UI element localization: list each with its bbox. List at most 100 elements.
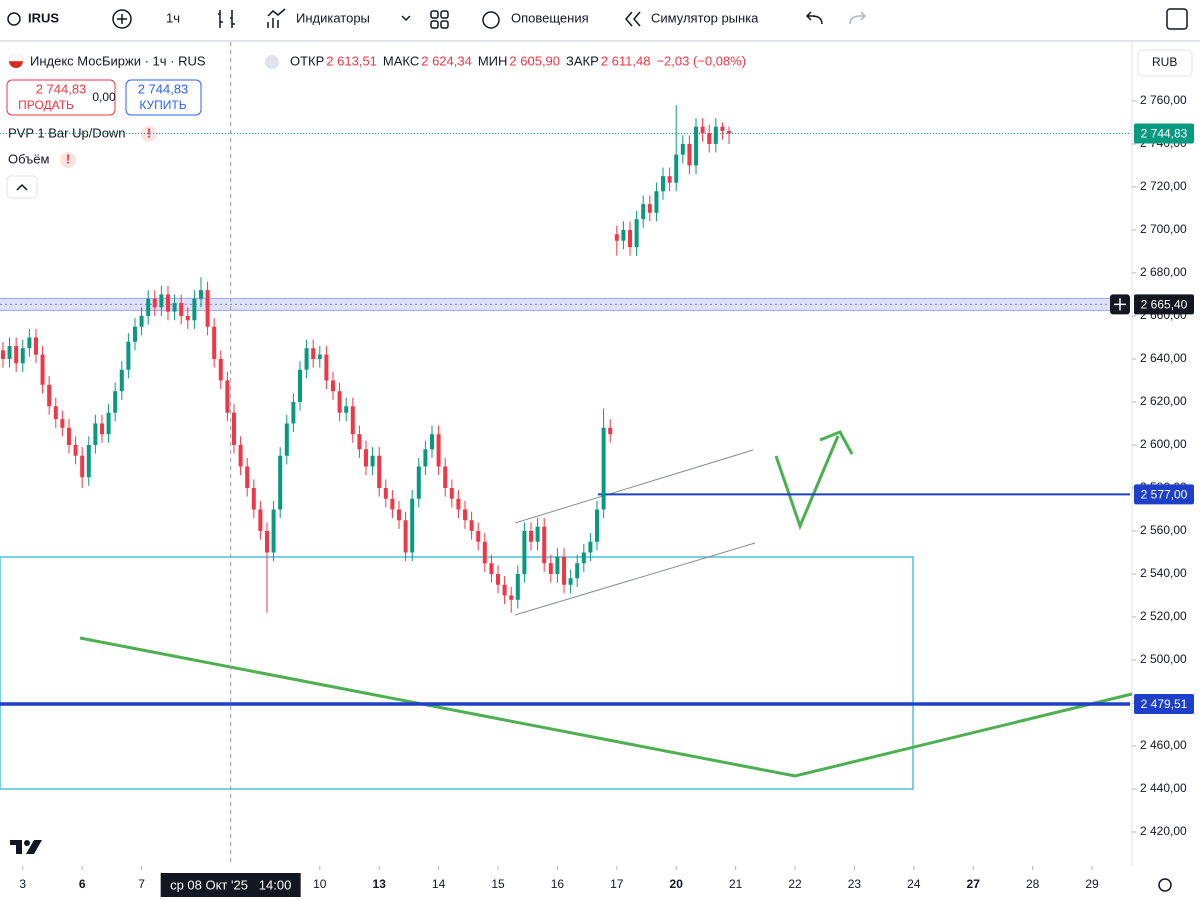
collapse-icon [16, 183, 28, 191]
collapse-button[interactable] [6, 175, 38, 199]
interval[interactable]: 1ч [166, 10, 180, 25]
candle-body [146, 298, 151, 316]
indicators-icon [267, 8, 286, 28]
dropdown[interactable] [401, 15, 411, 22]
ohlc-label: МИН [478, 53, 508, 68]
warning[interactable] [141, 126, 157, 142]
y-tick-label: 2 760,00 [1140, 93, 1187, 107]
price-tag-label: 2 577,00 [1141, 488, 1188, 502]
candle-body [641, 204, 646, 220]
candle-body [707, 133, 712, 144]
candle-body [278, 455, 283, 510]
candle-body [667, 176, 672, 183]
warning-mark: ! [66, 151, 70, 166]
candle-body [231, 412, 236, 445]
candle-body [502, 584, 507, 596]
study[interactable]: PVP 1 Bar Up/Down [8, 125, 126, 140]
candle-body [0, 350, 5, 359]
y-tick-label: 2 540,00 [1140, 566, 1187, 580]
candle-body [245, 466, 250, 488]
channel-bottom [514, 542, 756, 616]
price-tag [1134, 294, 1194, 315]
currency: RUB [1152, 55, 1177, 69]
candle-body [647, 204, 652, 213]
candle-body [713, 126, 718, 144]
warning[interactable] [60, 152, 76, 168]
candle-body [344, 406, 349, 413]
candle-body [476, 530, 481, 542]
candle-body [113, 391, 118, 413]
buy-button[interactable] [125, 79, 202, 116]
candle-body [357, 434, 362, 450]
candle-body [330, 380, 335, 392]
candle-body [363, 449, 368, 467]
candle-body [99, 423, 104, 435]
candle-body [297, 369, 302, 402]
candle-body [47, 384, 52, 407]
candle-body [463, 509, 468, 521]
redo[interactable] [849, 11, 867, 25]
candle-body [469, 520, 474, 531]
price-tag [1134, 484, 1194, 505]
symbol[interactable]: IRUS [28, 10, 59, 25]
flag-top [8, 53, 24, 62]
candle-body [390, 498, 395, 510]
simulator[interactable]: Симулятор рынка [651, 10, 759, 25]
candle-body [264, 530, 269, 553]
x-tick-label: 22 [788, 877, 802, 891]
y-tick-label: 2 680,00 [1140, 265, 1187, 279]
alerts[interactable]: Оповещения [511, 10, 589, 25]
candle-body [687, 143, 692, 166]
currency-box[interactable] [1137, 49, 1193, 77]
candle-body [119, 369, 124, 392]
candle-body [20, 348, 25, 364]
ohlc-label: ОТКР [290, 53, 324, 68]
candle-body [694, 126, 699, 166]
sell-button[interactable] [6, 79, 116, 116]
toggle[interactable] [265, 55, 279, 69]
ohlc-label: МАКС [383, 53, 419, 68]
candle-body [430, 434, 435, 450]
candle-body [727, 131, 732, 134]
settings[interactable] [1158, 878, 1172, 892]
candle-body [423, 449, 428, 467]
candle-body [614, 234, 619, 241]
candle-body [443, 466, 448, 488]
candle-body [132, 326, 137, 342]
x-tick-label: 20 [670, 877, 684, 891]
undo[interactable] [805, 11, 823, 25]
buy-label: КУПИТЬ [139, 98, 186, 112]
arrow-head [819, 430, 854, 455]
add-symbol[interactable] [112, 9, 132, 29]
candle-body [159, 294, 164, 308]
x-tick-label: 7 [138, 877, 145, 891]
ohlc-value: 2 605,90 [509, 53, 560, 68]
candle-body [403, 520, 408, 553]
candle-body [601, 427, 606, 510]
search-icon[interactable] [7, 12, 21, 26]
x-tick-label: 15 [491, 877, 505, 891]
candle-body [238, 444, 243, 467]
layouts[interactable] [430, 10, 449, 29]
buy-price: 2 744,83 [138, 81, 189, 96]
x-tick-label: 29 [1085, 877, 1099, 891]
study[interactable]: Объём [8, 151, 49, 166]
candle-body [139, 315, 144, 327]
fullscreen[interactable] [1166, 8, 1188, 30]
candle-body [581, 552, 586, 564]
candle-body [218, 358, 223, 381]
indicators[interactable]: Индикаторы [296, 10, 370, 25]
candle-body [212, 326, 217, 359]
replay-icon [625, 11, 641, 27]
candle-body [700, 126, 705, 134]
candle-body [152, 298, 157, 308]
sell-price: 2 744,83 [36, 81, 87, 96]
candle-body [350, 406, 355, 435]
ohlc-legend: ОТКР 2 613,51 МАКС 2 624,34 МИН 2 605,90 ЗАКР 2… [290, 53, 746, 68]
y-tick-label: 2 500,00 [1140, 652, 1187, 666]
rectangle [0, 556, 914, 790]
candle-body [192, 298, 197, 321]
chart-type[interactable] [218, 10, 235, 28]
